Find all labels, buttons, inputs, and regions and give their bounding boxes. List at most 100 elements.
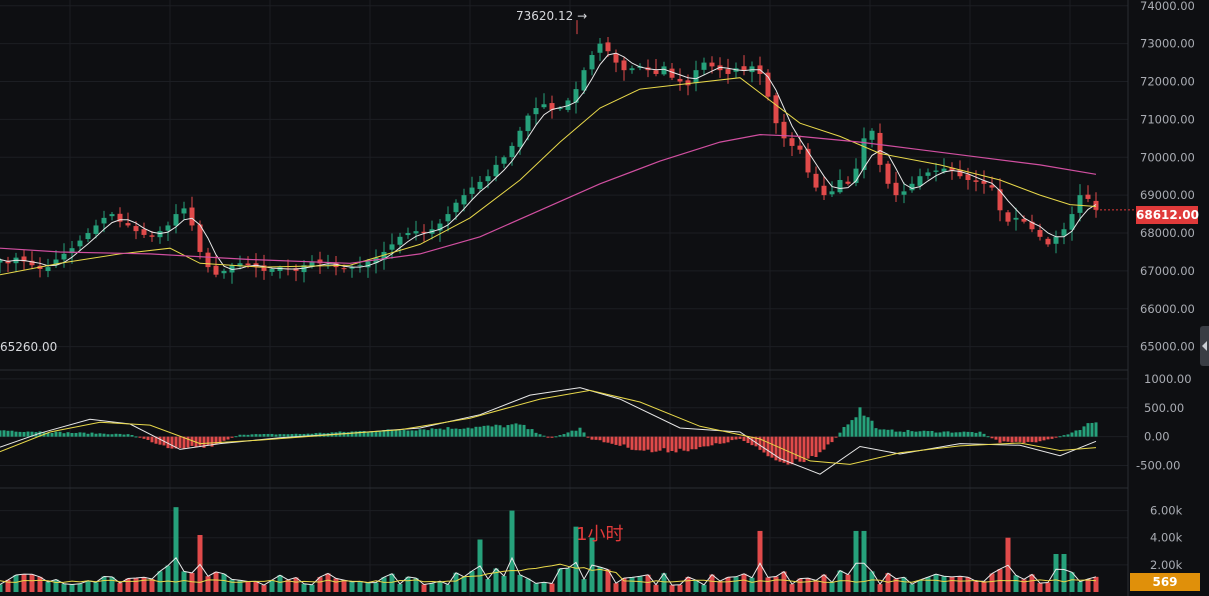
candle-body: [93, 225, 99, 234]
macd-histogram-bar: [778, 436, 782, 462]
candle-body: [621, 60, 627, 71]
low-price-label: 65260.00: [0, 340, 58, 354]
macd-histogram-bar: [206, 436, 210, 446]
volume-bar: [909, 584, 915, 592]
candle-body: [1005, 212, 1011, 222]
macd-histogram-bar: [66, 432, 70, 437]
candle-body: [1037, 230, 1043, 237]
macd-histogram-bar: [258, 434, 262, 437]
macd-histogram-bar: [82, 432, 86, 437]
macd-histogram-bar: [722, 436, 726, 444]
macd-histogram-bar: [278, 434, 282, 437]
candle-body: [1061, 229, 1067, 236]
macd-histogram-bar: [22, 431, 26, 437]
volume-bar: [845, 574, 851, 592]
candle-body: [925, 172, 931, 176]
macd-histogram-bar: [854, 417, 858, 437]
high-price-label: 73620.12 →: [516, 9, 588, 23]
candle-body: [1021, 218, 1027, 222]
macd-histogram-bar: [298, 433, 302, 437]
macd-histogram-bar: [634, 436, 638, 451]
candle-body: [989, 185, 995, 188]
candle-body: [413, 231, 419, 234]
macd-histogram-bar: [182, 436, 186, 449]
candle-body: [949, 167, 955, 171]
macd-histogram-bar: [754, 436, 758, 447]
volume-bar: [613, 583, 619, 592]
macd-histogram-bar: [138, 436, 142, 438]
macd-histogram-bar: [534, 432, 538, 437]
macd-histogram-bar: [558, 435, 562, 437]
macd-histogram-bar: [18, 431, 22, 437]
macd-histogram-bar: [102, 433, 106, 437]
price-tick-label: 66000.00: [1140, 302, 1195, 316]
volume-bar: [325, 573, 331, 592]
macd-histogram-bar: [422, 429, 426, 437]
macd-histogram-bar: [238, 434, 242, 437]
macd-histogram-bar: [458, 429, 462, 437]
candle-body: [509, 145, 515, 158]
macd-histogram-bar: [626, 436, 630, 448]
volume-bar: [861, 530, 867, 592]
volume-bar: [229, 579, 235, 592]
candle-body: [461, 195, 467, 205]
macd-histogram-bar: [226, 436, 230, 440]
macd-histogram-bar: [1074, 430, 1078, 437]
macd-histogram-bar: [606, 436, 610, 443]
volume-bar: [597, 567, 603, 592]
candle-body: [933, 170, 939, 172]
macd-histogram-bar: [730, 436, 734, 441]
macd-histogram-bar: [990, 436, 994, 439]
macd-histogram-bar: [586, 436, 590, 438]
macd-histogram-bar: [734, 436, 738, 440]
volume-bar: [1093, 576, 1099, 592]
macd-histogram-bar: [546, 436, 550, 438]
macd-histogram-bar: [294, 433, 298, 437]
volume-bar: [741, 573, 747, 592]
candle-body: [973, 180, 979, 182]
macd-histogram-bar: [678, 436, 682, 449]
volume-bar: [1045, 582, 1051, 592]
volume-bar: [101, 576, 107, 592]
volume-bar: [717, 581, 723, 592]
macd-histogram-bar: [1034, 436, 1038, 443]
macd-histogram-bar: [1002, 436, 1006, 442]
macd-histogram-bar: [90, 432, 94, 437]
price-tick-label: 71000.00: [1140, 112, 1195, 126]
macd-histogram-bar: [858, 407, 862, 437]
candle-body: [149, 235, 155, 237]
macd-histogram-bar: [38, 431, 42, 437]
candle-body: [381, 251, 387, 260]
macd-histogram-bar: [1022, 436, 1026, 443]
volume-bar: [773, 576, 779, 592]
volume-bar: [1069, 572, 1075, 592]
volume-bar: [509, 510, 515, 592]
macd-histogram-bar: [850, 420, 854, 437]
macd-histogram-bar: [1006, 436, 1010, 442]
candle-body: [189, 207, 195, 226]
macd-histogram-bar: [518, 424, 522, 437]
price-tick-label: 67000.00: [1140, 264, 1195, 278]
candle-body: [125, 223, 131, 226]
macd-histogram-bar: [6, 430, 10, 437]
price-tick-label: 72000.00: [1140, 75, 1195, 89]
macd-histogram-bar: [582, 432, 586, 437]
volume-bar: [1053, 554, 1059, 592]
macd-histogram-bar: [358, 431, 362, 437]
candle-body: [765, 72, 771, 97]
macd-histogram-bar: [214, 436, 218, 445]
volume-bar: [645, 574, 651, 592]
candle-body: [229, 265, 235, 273]
candle-body: [685, 80, 691, 86]
macd-histogram-bar: [1058, 436, 1062, 438]
volume-bar: [165, 565, 171, 592]
price-tick-label: 65000.00: [1140, 340, 1195, 354]
macd-histogram-bar: [774, 436, 778, 461]
volume-bar: [925, 577, 931, 592]
candle-body: [1093, 200, 1099, 210]
volume-bar: [557, 568, 563, 592]
candle-body: [669, 68, 675, 78]
volume-bar: [125, 578, 131, 592]
collapse-handle-icon[interactable]: [1200, 326, 1209, 366]
macd-histogram-bar: [942, 431, 946, 437]
